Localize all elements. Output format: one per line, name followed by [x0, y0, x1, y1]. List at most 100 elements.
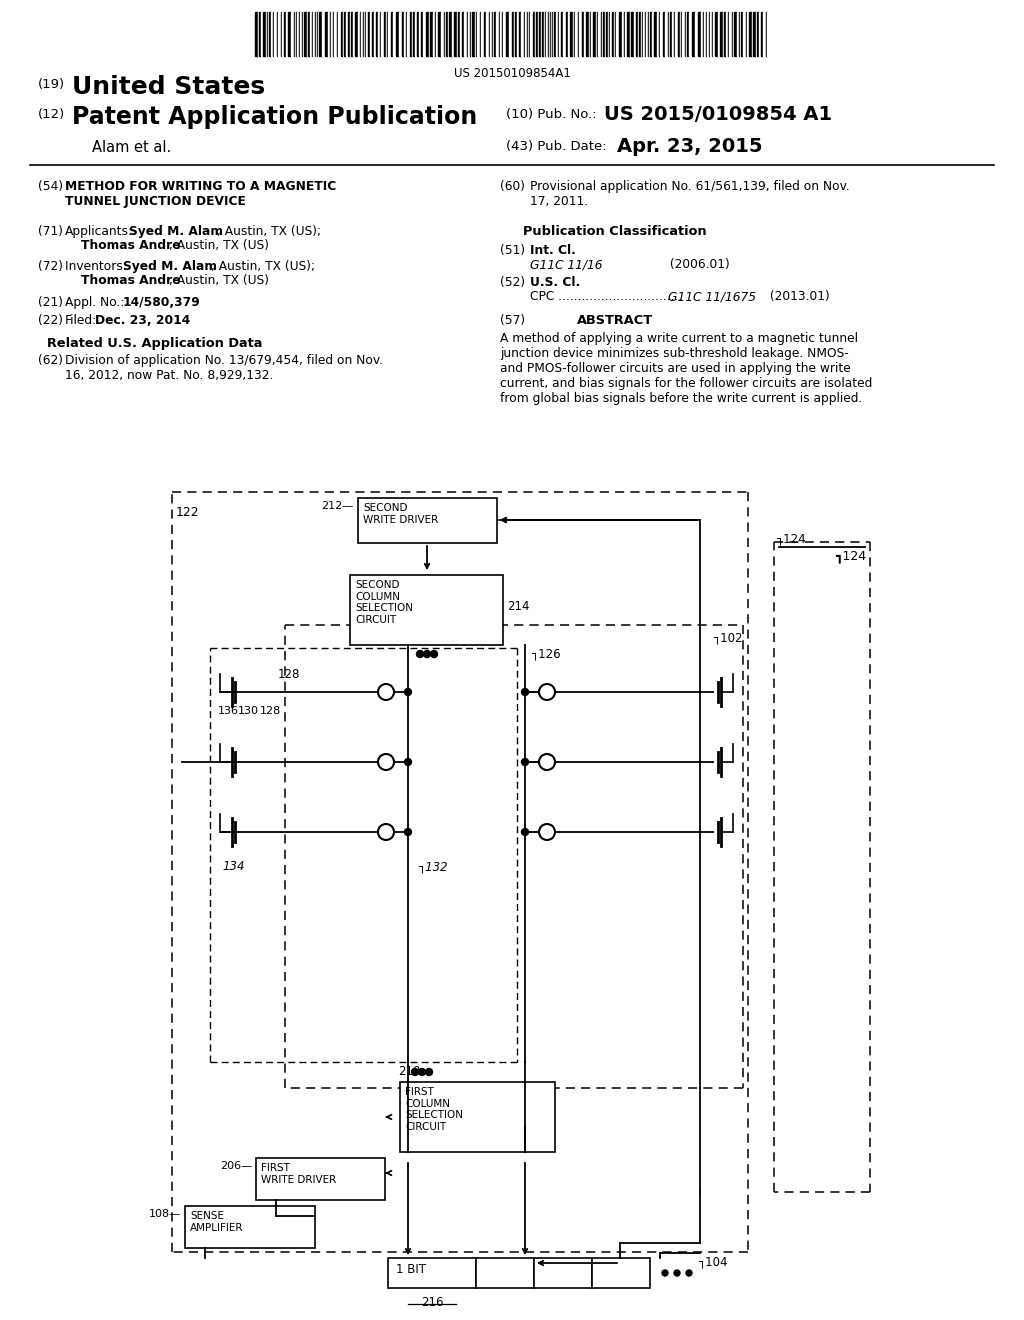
Bar	[282, 12, 284, 55]
Text: (51): (51)	[500, 244, 525, 257]
Circle shape	[404, 829, 412, 836]
Bar	[563, 12, 566, 55]
Text: (57): (57)	[500, 314, 525, 327]
Circle shape	[686, 1270, 692, 1276]
Bar	[304, 12, 307, 55]
Bar	[682, 12, 685, 55]
Bar	[720, 12, 723, 55]
Bar	[438, 12, 441, 55]
Text: US 2015/0109854 A1: US 2015/0109854 A1	[604, 106, 833, 124]
Bar	[610, 12, 612, 55]
Bar	[446, 12, 449, 55]
Text: U.S. Cl.: U.S. Cl.	[530, 276, 581, 289]
Bar	[381, 12, 384, 55]
Text: Thomas Andre: Thomas Andre	[81, 239, 180, 252]
Circle shape	[404, 689, 412, 696]
Bar	[378, 12, 380, 55]
Bar	[539, 12, 541, 55]
Bar	[458, 12, 460, 55]
Bar	[646, 12, 648, 55]
Text: Alam et al.: Alam et al.	[92, 140, 171, 154]
Bar	[672, 12, 674, 55]
Bar	[361, 12, 362, 55]
Bar	[462, 12, 464, 55]
Circle shape	[662, 1270, 668, 1276]
Bar	[430, 12, 433, 55]
Bar	[426, 12, 429, 55]
Bar	[413, 12, 415, 55]
Text: Dec. 23, 2014: Dec. 23, 2014	[95, 314, 190, 327]
Text: , Austin, TX (US): , Austin, TX (US)	[169, 239, 269, 252]
Text: FIRST
WRITE DRIVER: FIRST WRITE DRIVER	[261, 1163, 336, 1184]
Bar	[472, 12, 475, 55]
Bar	[746, 12, 749, 55]
Bar	[404, 12, 406, 55]
Bar	[657, 12, 659, 55]
Bar	[353, 12, 355, 55]
Bar	[698, 12, 701, 55]
Bar	[348, 12, 350, 55]
Bar	[433, 12, 435, 55]
Bar	[286, 12, 288, 55]
Text: (21): (21)	[38, 296, 63, 309]
Bar	[441, 12, 444, 55]
Text: Inventors:: Inventors:	[65, 260, 134, 273]
Bar	[338, 12, 341, 55]
Bar	[692, 12, 695, 55]
Bar	[627, 12, 630, 55]
Bar	[561, 12, 563, 55]
Circle shape	[539, 754, 555, 770]
Bar	[652, 12, 654, 55]
Bar	[695, 12, 698, 55]
Text: ABSTRACT: ABSTRACT	[577, 314, 653, 327]
Bar	[300, 12, 302, 55]
Bar	[319, 12, 322, 55]
Text: SECOND
WRITE DRIVER: SECOND WRITE DRIVER	[362, 503, 438, 524]
Bar	[436, 12, 438, 55]
Bar	[350, 576, 503, 645]
Circle shape	[378, 684, 394, 700]
Text: A method of applying a write current to a magnetic tunnel
junction device minimi: A method of applying a write current to …	[500, 333, 872, 405]
Bar	[743, 12, 746, 55]
Bar	[261, 12, 263, 55]
Text: (54): (54)	[38, 180, 63, 193]
Text: Syed M. Alam: Syed M. Alam	[123, 260, 217, 273]
Text: SENSE
AMPLIFIER: SENSE AMPLIFIER	[190, 1210, 244, 1233]
Text: (10) Pub. No.:: (10) Pub. No.:	[506, 108, 597, 121]
Bar	[741, 12, 743, 55]
Bar	[331, 12, 333, 55]
Bar	[643, 12, 645, 55]
Bar	[701, 12, 703, 55]
Bar	[496, 12, 499, 55]
Bar	[328, 12, 330, 55]
Bar	[185, 1206, 315, 1247]
Bar	[654, 12, 657, 55]
Bar	[484, 12, 486, 55]
Bar	[368, 12, 370, 55]
Bar	[297, 12, 299, 55]
Bar	[554, 12, 556, 55]
Bar	[705, 12, 706, 55]
Bar	[417, 12, 419, 55]
Text: SECOND
COLUMN
SELECTION
CIRCUIT: SECOND COLUMN SELECTION CIRCUIT	[355, 579, 413, 624]
Bar	[358, 12, 360, 55]
Bar	[689, 12, 692, 55]
Circle shape	[539, 684, 555, 700]
Bar	[660, 12, 663, 55]
Text: , Austin, TX (US): , Austin, TX (US)	[169, 275, 269, 286]
Bar	[757, 12, 759, 55]
Bar	[650, 12, 652, 55]
Text: 128: 128	[260, 706, 282, 715]
Bar	[592, 1258, 650, 1288]
Circle shape	[424, 651, 430, 657]
Bar	[536, 12, 538, 55]
Bar	[639, 12, 641, 55]
Bar	[421, 12, 423, 55]
Bar	[344, 12, 346, 55]
Text: Int. Cl.: Int. Cl.	[530, 244, 575, 257]
Bar	[634, 12, 636, 55]
Bar	[391, 12, 393, 55]
Text: United States: United States	[72, 75, 265, 99]
Bar	[259, 12, 261, 55]
Bar	[402, 12, 404, 55]
